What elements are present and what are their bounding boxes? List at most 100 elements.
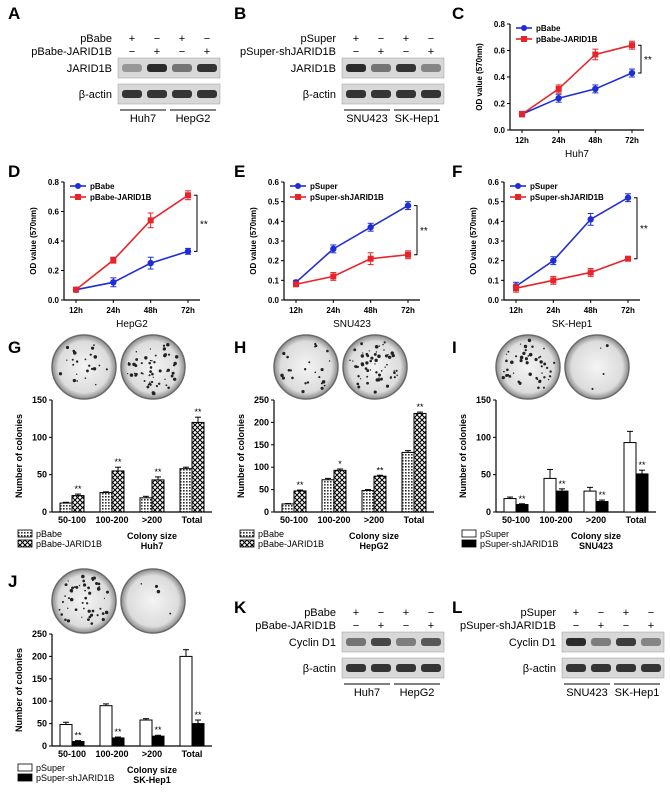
bar xyxy=(635,473,649,513)
colony-dot xyxy=(506,368,509,372)
data-point xyxy=(110,257,117,264)
legend-swatch xyxy=(239,539,255,548)
colony-dot xyxy=(505,359,508,363)
blot-band xyxy=(172,90,192,98)
colony-dot xyxy=(320,382,323,385)
sign-mark: − xyxy=(428,33,434,45)
legend-label: pBabe xyxy=(90,182,115,191)
colony-dot xyxy=(69,597,74,602)
colony-dot xyxy=(82,583,87,587)
y-axis-label: OD value (570nm) xyxy=(469,207,478,275)
sig-label: * xyxy=(338,459,342,469)
colony-chart-g: 0 50 100 150 Number of colonies ** 50-100 ** 100… xyxy=(0,334,225,572)
blot-band xyxy=(197,90,217,98)
colony-dot xyxy=(132,363,134,365)
colony-dot xyxy=(535,376,538,380)
colony-dot xyxy=(387,353,389,356)
blot-band xyxy=(421,638,441,646)
bar xyxy=(281,503,295,513)
x-tick-label: 12h xyxy=(69,306,83,315)
legend-swatch xyxy=(17,529,33,538)
bar xyxy=(503,498,517,513)
legend-label: pBabe xyxy=(258,529,284,539)
panel-label-i: I xyxy=(452,338,457,357)
legend-swatch xyxy=(461,539,477,548)
colony-dot xyxy=(281,376,285,380)
colony-dot xyxy=(374,344,379,349)
blot-band xyxy=(641,638,661,646)
x-tick-label: >200 xyxy=(142,749,162,759)
colony-dot xyxy=(600,347,602,349)
panel-label-c: C xyxy=(452,4,465,23)
y-tick-label: 0.6 xyxy=(268,178,280,187)
colony-dot xyxy=(170,374,174,378)
sig-label: ** xyxy=(416,402,424,412)
band-label: β-actin xyxy=(79,89,112,101)
y-tick-label: 100 xyxy=(476,432,491,442)
y-tick-label: 0 xyxy=(42,741,47,751)
cell-line-label: Huh7 xyxy=(354,687,380,699)
colony-dot xyxy=(133,372,136,375)
colony-dot xyxy=(158,369,162,373)
sig-label: ** xyxy=(154,725,162,735)
sig-label: ** xyxy=(74,484,82,494)
colony-dot xyxy=(291,376,294,380)
colony-dot xyxy=(70,590,73,593)
blot-band xyxy=(346,90,366,98)
y-tick-label: 150 xyxy=(32,674,47,684)
sign-mark: + xyxy=(179,33,185,45)
colony-dot xyxy=(154,354,157,357)
colony-dot xyxy=(84,358,87,361)
data-point xyxy=(629,42,635,49)
colony-dot xyxy=(148,361,152,365)
series-line xyxy=(295,204,409,283)
culture-dish xyxy=(273,334,339,400)
x-tick-label: 100-200 xyxy=(539,515,572,525)
colony-dot xyxy=(326,349,329,353)
bar xyxy=(373,475,387,513)
y-tick-label: 0.4 xyxy=(268,217,280,226)
series-line xyxy=(75,194,189,291)
colony-dot xyxy=(549,375,552,378)
colony-dot xyxy=(87,609,91,613)
blot-band xyxy=(346,664,366,672)
colony-dot xyxy=(58,372,63,376)
bar xyxy=(71,495,85,513)
sign-mark: + xyxy=(403,33,409,45)
x-axis-label: SNU423 xyxy=(333,319,371,330)
data-point xyxy=(513,285,519,292)
colony-dot xyxy=(89,353,92,356)
colony-dot xyxy=(306,381,310,384)
sign-mark: + xyxy=(204,46,210,58)
colony-dot xyxy=(90,367,94,371)
colony-dot xyxy=(93,355,98,359)
x-axis-label: HepG2 xyxy=(116,319,148,330)
legend-label: pSuper-shJARID1B xyxy=(310,193,384,202)
colony-dot xyxy=(519,343,522,345)
sign-mark: + xyxy=(154,46,160,58)
sign-mark: + xyxy=(648,620,654,632)
condition-label: pSuper-shJARID1B xyxy=(460,620,556,632)
x-tick-label: 12h xyxy=(509,306,523,315)
colony-dot xyxy=(314,371,317,374)
panel-label-j: J xyxy=(8,572,18,591)
x-tick-label: Total xyxy=(182,749,203,759)
panel-label-d: D xyxy=(8,162,21,181)
colony-dot xyxy=(505,373,509,377)
colony-dot xyxy=(134,364,138,368)
colony-dot xyxy=(390,375,392,378)
y-tick-label: 0.5 xyxy=(488,198,500,207)
data-point xyxy=(555,95,562,102)
colony-dot xyxy=(375,378,379,382)
colony-dot xyxy=(541,372,543,374)
colony-dot xyxy=(539,360,543,364)
y-tick-label: 250 xyxy=(32,629,47,639)
colony-dot xyxy=(366,381,369,385)
colony-dot xyxy=(505,353,508,355)
y-tick-label: 0.1 xyxy=(488,276,500,285)
sig-label: ** xyxy=(200,219,208,230)
y-tick-label: 250 xyxy=(254,395,269,405)
colony-dot xyxy=(386,363,388,366)
cell-line-label: SK-Hep1 xyxy=(133,775,171,785)
colony-dot xyxy=(74,608,78,612)
